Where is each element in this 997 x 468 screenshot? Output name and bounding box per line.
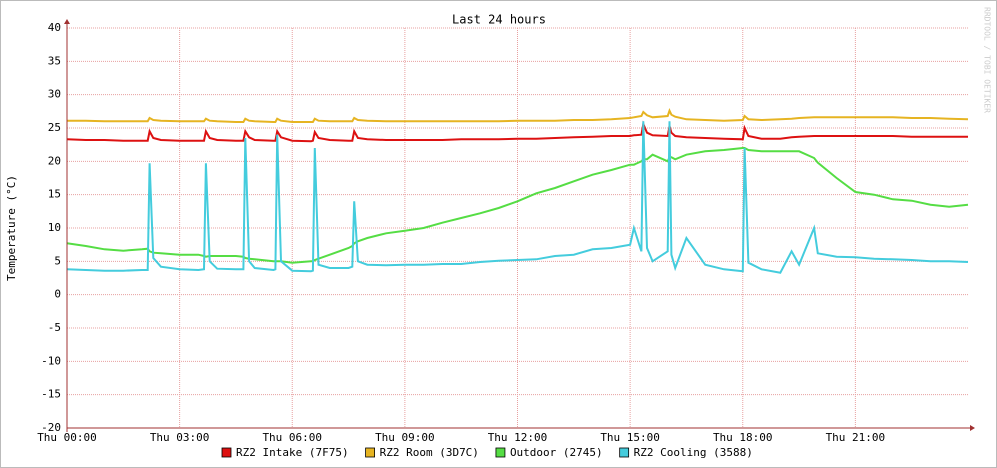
x-tick-label: Thu 15:00 (600, 431, 660, 444)
x-tick-label: Thu 03:00 (150, 431, 210, 444)
grid (66, 27, 968, 429)
y-tick-label: 30 (48, 88, 61, 101)
y-tick-label: -15 (41, 388, 61, 401)
series-line (66, 121, 969, 274)
x-tick-label: Thu 12:00 (488, 431, 548, 444)
y-tick-label: 15 (48, 188, 61, 201)
legend-swatch (221, 447, 232, 458)
x-tick-label: Thu 00:00 (37, 431, 97, 444)
legend-label: Outdoor (2745) (510, 446, 603, 459)
y-tick-label: 35 (48, 54, 61, 67)
series-line (66, 120, 968, 143)
x-tick-label: Thu 21:00 (826, 431, 886, 444)
legend-label: RZ2 Cooling (3588) (634, 446, 753, 459)
ticks: -20 -15 -10 -5 0 5 10 15 20 25 30 35 40 Thu 00:00 Thu … (37, 21, 885, 444)
x-tick-label: Thu 18:00 (713, 431, 773, 444)
y-axis-label: Temperature (°C) (5, 175, 18, 281)
y-tick-label: -20 (41, 421, 61, 434)
y-tick-label: 0 (54, 288, 61, 301)
series-lines (66, 108, 969, 274)
y-tick-label: 5 (54, 254, 61, 267)
legend-label: RZ2 Room (3D7C) (380, 446, 479, 459)
chart-title: Last 24 hours (452, 13, 546, 27)
legend: RZ2 Intake (7F75) RZ2 Room (3D7C) Outdoor … (221, 446, 753, 459)
y-tick-label: -10 (41, 354, 61, 367)
x-tick-label: Thu 09:00 (375, 431, 435, 444)
y-tick-label: 10 (48, 221, 61, 234)
x-tick-label: Thu 06:00 (262, 431, 322, 444)
series-line (67, 108, 969, 123)
legend-swatch (619, 447, 630, 458)
y-arrow (64, 19, 70, 24)
legend-swatch (365, 447, 375, 458)
x-arrow (970, 425, 975, 431)
y-tick-label: -5 (48, 321, 61, 334)
legend-swatch (495, 447, 506, 458)
legend-label: RZ2 Intake (7F75) (236, 446, 349, 459)
y-tick-label: 20 (48, 154, 61, 167)
watermark: RRDTOOL / TOBI OETIKER (983, 7, 992, 113)
y-tick-label: 25 (48, 121, 61, 134)
y-tick-label: 40 (48, 21, 61, 34)
